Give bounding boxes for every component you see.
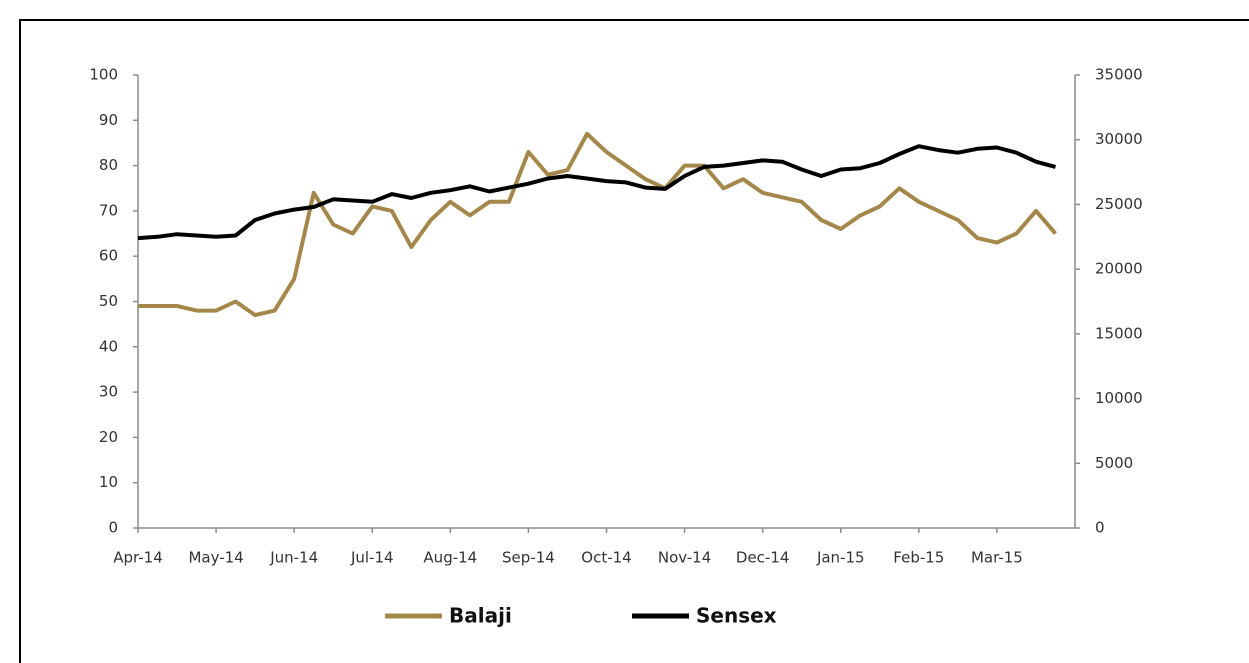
- y-tick-label: 90: [99, 111, 118, 129]
- x-tick-label: Jul-14: [350, 549, 394, 567]
- series-line: [137, 144, 1057, 241]
- y-tick-label: 50: [99, 292, 118, 310]
- x-tick-label: Sep-14: [502, 549, 555, 567]
- legend-label: Sensex: [696, 604, 777, 628]
- y2-tick-label: 15000: [1095, 324, 1143, 342]
- y-tick-label: 60: [99, 247, 118, 265]
- x-tick-label: Jun-14: [269, 549, 318, 567]
- frame: [19, 19, 1249, 663]
- y-tick-label: 0: [108, 519, 118, 537]
- x-tick-label: Dec-14: [736, 549, 790, 567]
- y2-tick-label: 5000: [1095, 454, 1133, 472]
- x-tick-label: Feb-15: [893, 549, 944, 567]
- x-tick-label: Nov-14: [658, 549, 711, 567]
- y-tick-label: 100: [89, 66, 118, 84]
- series-line: [138, 131, 1058, 318]
- y2-tick-label: 10000: [1095, 389, 1143, 407]
- legend-label: Balaji: [449, 604, 512, 628]
- x-tick-label: Jan-15: [816, 549, 865, 567]
- y-tick-label: 30: [99, 383, 118, 401]
- y-tick-label: 80: [99, 156, 118, 174]
- x-tick-label: Aug-14: [423, 549, 477, 567]
- y2-tick-label: 30000: [1095, 130, 1143, 148]
- x-tick-label: Oct-14: [581, 549, 631, 567]
- y-tick-label: 20: [99, 428, 118, 446]
- x-tick-label: Mar-15: [971, 549, 1023, 567]
- y2-tick-label: 35000: [1095, 66, 1143, 84]
- y-tick-label: 70: [99, 201, 118, 219]
- y2-tick-label: 25000: [1095, 195, 1143, 213]
- x-tick-label: Apr-14: [113, 549, 163, 567]
- x-tick-label: May-14: [188, 549, 243, 567]
- y2-tick-label: 20000: [1095, 260, 1143, 278]
- y2-tick-label: 0: [1095, 519, 1105, 537]
- y-tick-label: 10: [99, 473, 118, 491]
- y-tick-label: 40: [99, 337, 118, 355]
